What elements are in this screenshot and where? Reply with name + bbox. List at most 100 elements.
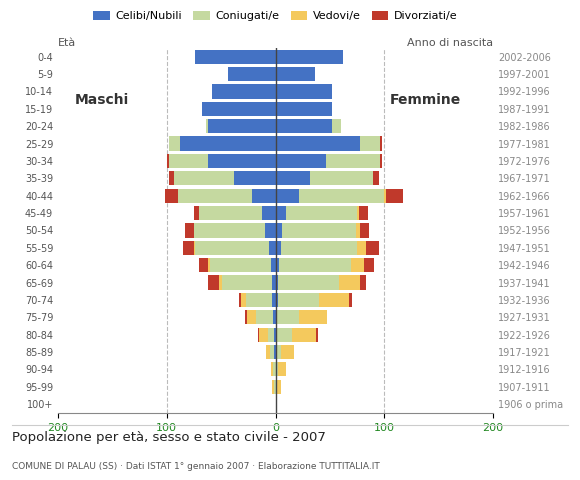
Bar: [276, 223, 282, 238]
Bar: [279, 258, 350, 272]
Bar: [234, 171, 276, 185]
Bar: [276, 327, 292, 342]
Bar: [332, 119, 341, 133]
Bar: [274, 380, 276, 394]
Bar: [276, 136, 360, 151]
Bar: [245, 310, 247, 324]
Bar: [357, 240, 366, 255]
Text: COMUNE DI PALAU (SS) · Dati ISTAT 1° gennaio 2007 · Elaborazione TUTTITALIA.IT: COMUNE DI PALAU (SS) · Dati ISTAT 1° gen…: [12, 462, 379, 471]
Bar: [166, 154, 169, 168]
Bar: [357, 206, 359, 220]
Bar: [281, 345, 294, 359]
Bar: [268, 327, 274, 342]
Bar: [360, 136, 380, 151]
Bar: [200, 206, 262, 220]
Bar: [384, 189, 386, 203]
Bar: [325, 154, 380, 168]
Bar: [183, 240, 194, 255]
Bar: [206, 119, 208, 133]
Bar: [276, 258, 279, 272]
Legend: Celibi/Nubili, Coniugati/e, Vedovi/e, Divorziati/e: Celibi/Nubili, Coniugati/e, Vedovi/e, Di…: [89, 6, 462, 25]
Bar: [278, 276, 339, 289]
Bar: [360, 223, 369, 238]
Bar: [386, 189, 403, 203]
Bar: [238, 293, 241, 307]
Bar: [276, 362, 278, 376]
Bar: [276, 310, 299, 324]
Bar: [282, 223, 356, 238]
Bar: [259, 327, 268, 342]
Bar: [175, 171, 234, 185]
Bar: [272, 380, 274, 394]
Bar: [380, 154, 382, 168]
Bar: [264, 223, 276, 238]
Bar: [276, 189, 299, 203]
Bar: [180, 136, 276, 151]
Bar: [316, 327, 318, 342]
Bar: [247, 310, 256, 324]
Bar: [366, 240, 379, 255]
Bar: [252, 189, 276, 203]
Bar: [276, 102, 332, 116]
Bar: [299, 189, 384, 203]
Bar: [258, 327, 259, 342]
Bar: [287, 206, 357, 220]
Bar: [269, 240, 276, 255]
Bar: [350, 258, 364, 272]
Bar: [276, 154, 325, 168]
Bar: [276, 240, 281, 255]
Bar: [278, 293, 319, 307]
Text: Anno di nascita: Anno di nascita: [407, 38, 493, 48]
Bar: [272, 276, 276, 289]
Bar: [360, 276, 366, 289]
Bar: [262, 206, 276, 220]
Bar: [276, 380, 281, 394]
Bar: [276, 119, 332, 133]
Bar: [256, 310, 273, 324]
Bar: [276, 67, 314, 81]
Bar: [292, 327, 316, 342]
Text: Età: Età: [58, 38, 76, 48]
Bar: [227, 67, 276, 81]
Bar: [274, 345, 276, 359]
Bar: [380, 136, 382, 151]
Bar: [202, 102, 276, 116]
Text: Popolazione per età, sesso e stato civile - 2007: Popolazione per età, sesso e stato civil…: [12, 431, 325, 444]
Bar: [208, 258, 210, 272]
Bar: [299, 310, 327, 324]
Bar: [266, 345, 270, 359]
Text: Maschi: Maschi: [74, 93, 129, 107]
Bar: [273, 310, 276, 324]
Bar: [276, 206, 287, 220]
Bar: [276, 49, 343, 64]
Bar: [169, 154, 208, 168]
Bar: [194, 206, 200, 220]
Bar: [273, 362, 276, 376]
Bar: [276, 84, 332, 98]
Bar: [212, 84, 276, 98]
Bar: [270, 345, 274, 359]
Bar: [208, 154, 276, 168]
Bar: [276, 345, 281, 359]
Bar: [349, 293, 351, 307]
Bar: [281, 240, 357, 255]
Bar: [310, 171, 374, 185]
Bar: [271, 362, 273, 376]
Bar: [278, 362, 287, 376]
Bar: [200, 258, 208, 272]
Bar: [208, 119, 276, 133]
Bar: [319, 293, 349, 307]
Bar: [222, 276, 272, 289]
Text: Femmine: Femmine: [390, 93, 461, 107]
Bar: [194, 240, 195, 255]
Bar: [374, 171, 379, 185]
Bar: [272, 293, 276, 307]
Bar: [271, 258, 276, 272]
Bar: [195, 49, 276, 64]
Bar: [219, 276, 222, 289]
Bar: [177, 189, 252, 203]
Bar: [194, 223, 264, 238]
Bar: [246, 293, 272, 307]
Bar: [169, 171, 175, 185]
Bar: [195, 240, 269, 255]
